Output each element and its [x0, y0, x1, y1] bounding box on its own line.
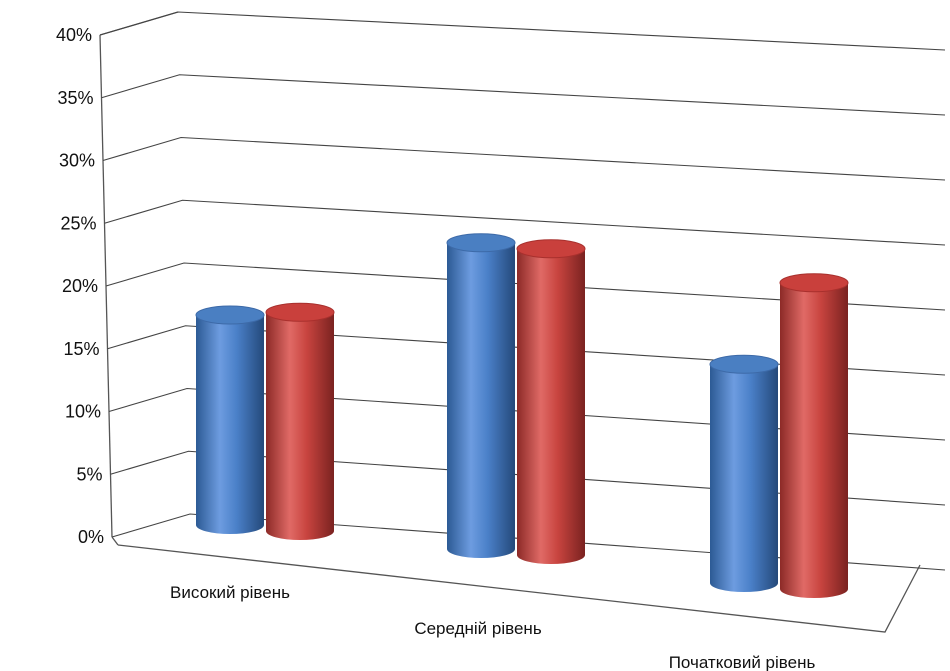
- bar: [779, 273, 849, 598]
- gridline: [104, 199, 946, 246]
- gridlines: [99, 11, 946, 571]
- gridline: [107, 325, 946, 376]
- y-tick-label: 15%: [63, 339, 99, 359]
- gridline: [111, 513, 946, 571]
- x-category-label: Середній рівень: [414, 619, 541, 638]
- bars: [195, 233, 849, 598]
- y-tick-label: 30%: [59, 151, 95, 171]
- bar: [446, 233, 516, 558]
- bar: [195, 305, 265, 534]
- gridline: [102, 136, 946, 181]
- gridline: [110, 450, 946, 506]
- gridline: [99, 11, 946, 51]
- y-tick-label: 10%: [65, 402, 101, 422]
- gridline: [105, 262, 946, 311]
- bar: [516, 239, 586, 564]
- y-tick-label: 25%: [60, 213, 96, 233]
- x-category-label: Початковий рівень: [669, 653, 816, 671]
- y-tick-label: 5%: [76, 464, 102, 484]
- y-tick-label: 0%: [78, 527, 104, 547]
- y-tick-label: 40%: [56, 25, 92, 45]
- floor-front-edge: [117, 544, 921, 633]
- x-category-label: Високий рівень: [170, 583, 290, 602]
- gridline: [101, 74, 946, 116]
- bar: [265, 302, 335, 540]
- y-tick-label: 20%: [62, 276, 98, 296]
- y-tick-label: 35%: [57, 88, 93, 108]
- gridline: [108, 387, 946, 441]
- y-axis-tick-labels: 0% 5% 10% 15% 20% 25% 30% 35% 40%: [56, 25, 104, 547]
- bar: [709, 354, 779, 592]
- x-axis-category-labels: Високий рівень Середній рівень Початковий …: [170, 583, 815, 671]
- floor-left-edge: [111, 536, 119, 546]
